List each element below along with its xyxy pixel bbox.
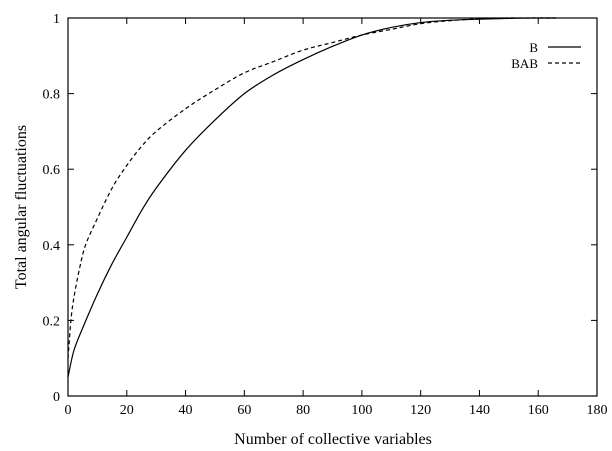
x-tick-label: 60 (237, 403, 251, 418)
y-tick-label: 1 (53, 12, 60, 27)
y-tick-label: 0 (53, 390, 60, 405)
x-tick-label: 80 (296, 403, 310, 418)
x-tick-label: 180 (587, 403, 608, 418)
y-tick-label: 0.4 (43, 239, 61, 254)
series-line-bab (67, 17, 556, 359)
legend-label-b: B (529, 40, 538, 55)
y-tick-label: 0.8 (43, 88, 61, 103)
y-axis-label: Total angular fluctuations (13, 125, 30, 289)
legend-label-bab: BAB (511, 56, 538, 71)
x-tick-label: 20 (120, 403, 134, 418)
x-tick-label: 0 (65, 403, 72, 418)
y-tick-label: 0.6 (43, 163, 61, 178)
x-tick-label: 160 (528, 403, 549, 418)
y-tick-label: 0.2 (43, 314, 61, 329)
plot-frame (67, 17, 598, 397)
series-line-b (67, 17, 556, 378)
x-tick-label: 120 (410, 403, 431, 418)
x-tick-label: 100 (351, 403, 372, 418)
x-axis-label: Number of collective variables (234, 431, 432, 448)
x-tick-label: 40 (179, 403, 193, 418)
x-tick-label: 140 (469, 403, 490, 418)
